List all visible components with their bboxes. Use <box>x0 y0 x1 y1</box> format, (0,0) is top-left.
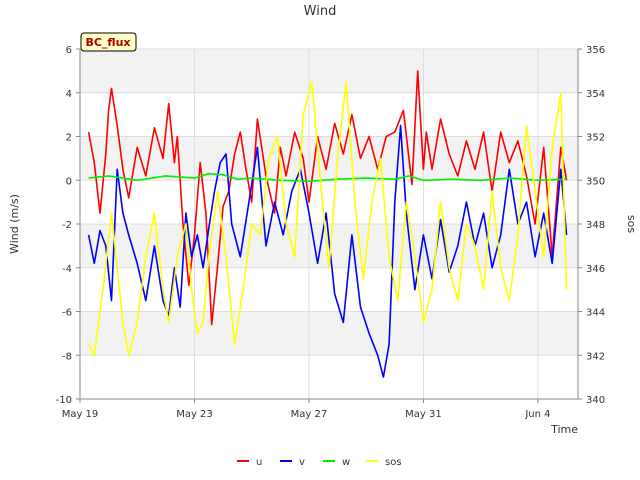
legend-label-v: v <box>299 457 305 468</box>
y2-tick-label: 354 <box>586 89 605 100</box>
y-tick-label: 2 <box>66 133 72 144</box>
legend-label-w: w <box>342 457 350 468</box>
series-line-u <box>87 70 568 326</box>
legend-label-u: u <box>256 457 262 468</box>
y-tick-label: -10 <box>56 395 72 406</box>
series-line-v <box>87 124 568 378</box>
y2-tick-label: 346 <box>586 264 605 275</box>
legend-label-sos: sos <box>385 457 402 468</box>
y-tick-label: 0 <box>66 176 72 187</box>
y2-tick-label: 342 <box>586 351 605 362</box>
x-tick-label: May 27 <box>291 409 328 420</box>
x-tick-label: May 31 <box>405 409 442 420</box>
chart-title: Wind <box>304 4 337 19</box>
y2-tick-label: 356 <box>586 45 605 56</box>
plot-band <box>80 311 578 356</box>
series-line-sos <box>87 81 568 357</box>
y-tick-label: -4 <box>62 264 72 275</box>
y2-axis-label: sos <box>625 215 638 233</box>
plot-band <box>80 49 578 93</box>
y-axis-label: Wind (m/s) <box>8 194 21 254</box>
x-tick-label: May 19 <box>62 409 99 420</box>
y-tick-label: -6 <box>62 308 72 319</box>
y2-tick-label: 348 <box>586 220 605 231</box>
y-tick-label: -8 <box>62 351 72 362</box>
series-line-w <box>88 172 567 183</box>
plot-bands <box>80 49 578 356</box>
y2-tick-label: 350 <box>586 176 605 187</box>
y-tick-label: 4 <box>66 89 72 100</box>
legend: u v w sos <box>237 457 402 468</box>
y2-tick-label: 352 <box>586 133 605 144</box>
badge-label: BC_flux <box>85 36 130 49</box>
axes <box>76 48 582 403</box>
series-lines <box>87 70 568 378</box>
x-tick-label: Jun 4 <box>524 409 550 420</box>
x-tick-label: May 23 <box>176 409 213 420</box>
tick-labels: -10 -8 -6 -4 -2 0 2 4 6 340 342 344 346 348 350 352 354 3… <box>56 45 605 420</box>
y-tick-label: 6 <box>66 45 72 56</box>
x-axis-label: Time <box>550 423 578 436</box>
badge: BC_flux <box>80 32 137 52</box>
y2-tick-label: 344 <box>586 308 605 319</box>
y-tick-label: -2 <box>62 220 72 231</box>
y2-tick-label: 340 <box>586 395 605 406</box>
